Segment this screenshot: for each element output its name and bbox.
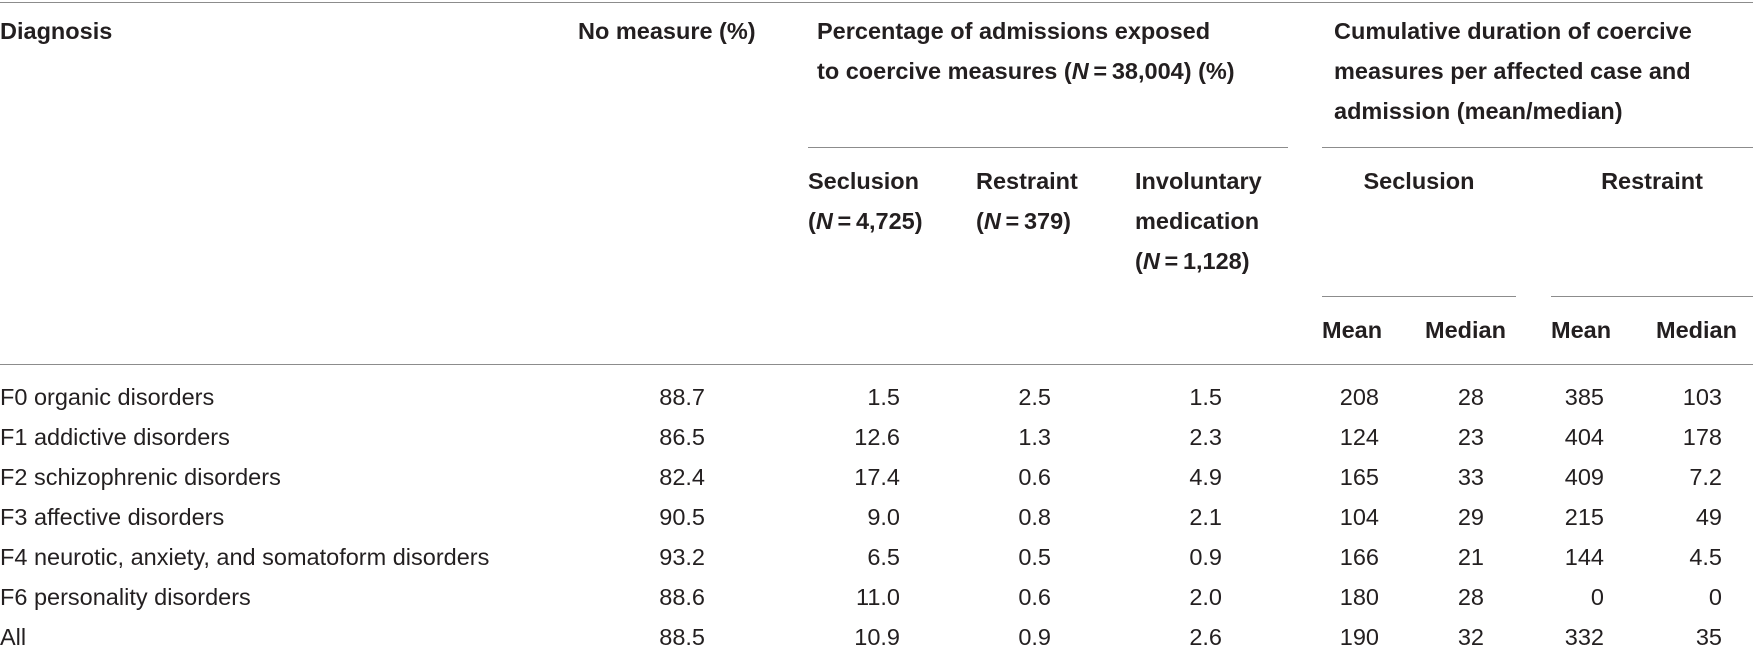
cell-sec-median: 33 — [1457, 464, 1484, 490]
cell-seclusion: 9.0 — [867, 504, 900, 530]
row-diagnosis: F1 addictive disorders — [0, 424, 230, 450]
header-restraint-median: Median — [1656, 317, 1737, 343]
cell-restraint: 0.5 — [1018, 544, 1051, 570]
cell-sec-median: 23 — [1457, 424, 1484, 450]
cell-restraint: 0.6 — [1018, 584, 1051, 610]
row-diagnosis: All — [0, 624, 27, 650]
cell-res-median: 178 — [1682, 424, 1722, 450]
cell-sec-mean: 190 — [1339, 624, 1379, 650]
cell-sec-median: 32 — [1457, 624, 1484, 650]
cell-sec-mean: 165 — [1339, 464, 1379, 490]
cell-involuntary: 0.9 — [1189, 544, 1222, 570]
header-seclusion-mean: Mean — [1322, 317, 1383, 343]
cell-restraint: 0.9 — [1018, 624, 1051, 650]
cell-res-median: 35 — [1695, 624, 1722, 650]
cell-no-measure: 88.7 — [659, 384, 705, 410]
cell-sec-mean: 180 — [1339, 584, 1379, 610]
cell-no-measure: 90.5 — [659, 504, 705, 530]
cell-sec-median: 28 — [1457, 384, 1484, 410]
cell-no-measure: 86.5 — [659, 424, 705, 450]
header-restraint-pct: Restraint (N = 379) — [976, 168, 1078, 234]
cell-res-mean: 0 — [1590, 584, 1604, 610]
header-bottom-rule — [0, 364, 1753, 365]
cell-no-measure: 88.6 — [659, 584, 705, 610]
cell-restraint: 0.6 — [1018, 464, 1051, 490]
cell-seclusion: 12.6 — [854, 424, 900, 450]
cell-seclusion: 10.9 — [854, 624, 900, 650]
top-rule — [0, 2, 1753, 3]
cell-involuntary: 4.9 — [1189, 464, 1222, 490]
header-restraint-duration: Restraint — [1601, 168, 1703, 194]
header-no-measure: No measure (%) — [578, 18, 756, 44]
header-percentage-group: Percentage of admissions exposed to coer… — [817, 18, 1235, 84]
cell-involuntary: 2.6 — [1189, 624, 1222, 650]
header-seclusion-pct: Seclusion (N = 4,725) — [808, 168, 923, 234]
restraint-duration-rule — [1551, 296, 1753, 297]
cell-involuntary: 1.5 — [1189, 384, 1222, 410]
seclusion-duration-rule — [1322, 296, 1516, 297]
cell-no-measure: 82.4 — [659, 464, 705, 490]
cell-res-mean: 332 — [1564, 624, 1604, 650]
cell-sec-mean: 104 — [1339, 504, 1379, 530]
row-diagnosis: F3 affective disorders — [0, 504, 225, 530]
row-diagnosis: F2 schizophrenic disorders — [0, 464, 281, 490]
cell-involuntary: 2.0 — [1189, 584, 1222, 610]
cell-res-median: 0 — [1708, 584, 1722, 610]
cell-sec-median: 21 — [1457, 544, 1484, 570]
cell-res-mean: 409 — [1564, 464, 1604, 490]
cell-sec-mean: 124 — [1339, 424, 1379, 450]
header-diagnosis: Diagnosis — [0, 18, 113, 44]
cell-restraint: 0.8 — [1018, 504, 1051, 530]
cell-seclusion: 11.0 — [856, 584, 900, 610]
cell-restraint: 1.3 — [1018, 424, 1051, 450]
header-duration-group: Cumulative duration of coercive measures… — [1334, 18, 1692, 124]
cell-no-measure: 88.5 — [659, 624, 705, 650]
cell-restraint: 2.5 — [1018, 384, 1051, 410]
header-involuntary-pct: Involuntary medication (N = 1,128) — [1135, 168, 1262, 274]
cell-res-mean: 144 — [1564, 544, 1604, 570]
cell-involuntary: 2.1 — [1189, 504, 1222, 530]
cell-seclusion: 17.4 — [854, 464, 900, 490]
header-seclusion-duration: Seclusion — [1363, 168, 1475, 194]
cell-seclusion: 6.5 — [867, 544, 900, 570]
row-diagnosis: F0 organic disorders — [0, 384, 215, 410]
row-diagnosis: F4 neurotic, anxiety, and somatoform dis… — [0, 544, 490, 570]
cell-res-median: 4.5 — [1689, 544, 1722, 570]
cell-res-mean: 404 — [1564, 424, 1604, 450]
cell-sec-mean: 166 — [1339, 544, 1379, 570]
duration-group-rule — [1322, 147, 1753, 148]
cell-sec-median: 28 — [1457, 584, 1484, 610]
cell-seclusion: 1.5 — [867, 384, 900, 410]
cell-res-mean: 385 — [1564, 384, 1604, 410]
header-restraint-mean: Mean — [1551, 317, 1612, 343]
percentage-group-rule — [808, 147, 1288, 148]
cell-sec-median: 29 — [1457, 504, 1484, 530]
header-seclusion-median: Median — [1425, 317, 1506, 343]
cell-res-median: 103 — [1682, 384, 1722, 410]
cell-res-median: 7.2 — [1689, 464, 1722, 490]
cell-res-median: 49 — [1695, 504, 1722, 530]
row-diagnosis: F6 personality disorders — [0, 584, 251, 610]
cell-res-mean: 215 — [1564, 504, 1604, 530]
cell-sec-mean: 208 — [1339, 384, 1379, 410]
cell-involuntary: 2.3 — [1189, 424, 1222, 450]
cell-no-measure: 93.2 — [659, 544, 705, 570]
